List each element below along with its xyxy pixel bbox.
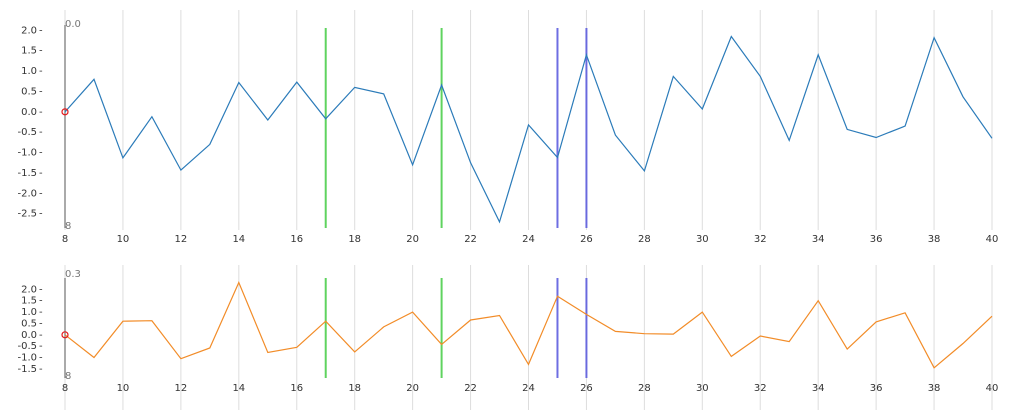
x-tick-label: 16: [290, 234, 303, 245]
y-tick-mark: -: [39, 66, 43, 77]
y-tick-mark: -: [39, 330, 43, 341]
x-tick-label: 22: [464, 234, 477, 245]
x-tick-label: 40: [986, 234, 999, 245]
x-tick-label: 26: [580, 234, 593, 245]
x-tick-label: 8: [62, 234, 68, 245]
x-tick-label: 28: [638, 383, 651, 394]
x-tick-label: 16: [290, 383, 303, 394]
x-tick-label: 36: [870, 383, 883, 394]
x-tick-label: 14: [232, 234, 245, 245]
x-tick-label: 28: [638, 234, 651, 245]
y-tick-label: -1.5: [17, 364, 37, 375]
y-tick-label: 1.0: [21, 66, 37, 77]
y-tick-mark: -: [39, 46, 43, 57]
x-tick-label: 20: [406, 234, 419, 245]
y-tick-mark: -: [39, 353, 43, 364]
bottom-corner-label: 8: [65, 221, 71, 232]
y-tick-mark: -: [39, 307, 43, 318]
y-tick-label: -1.0: [17, 148, 37, 159]
x-tick-label: 40: [986, 383, 999, 394]
top-corner-label: 0.3: [65, 269, 81, 280]
y-tick-label: -1.5: [17, 168, 37, 179]
series-line: [64, 280, 993, 369]
x-tick-label: 30: [696, 383, 709, 394]
y-tick-mark: -: [39, 341, 43, 352]
top-corner-label: 0.0: [65, 19, 81, 30]
x-tick-label: 38: [928, 234, 941, 245]
y-tick-mark: -: [39, 188, 43, 199]
y-tick-label: 0.0: [21, 330, 37, 341]
x-tick-label: 34: [812, 234, 825, 245]
y-tick-label: -2.0: [17, 188, 37, 199]
y-tick-mark: -: [39, 168, 43, 179]
x-tick-label: 10: [117, 383, 130, 394]
y-tick-mark: -: [39, 107, 43, 118]
y-tick-mark: -: [39, 296, 43, 307]
x-tick-label: 8: [62, 383, 68, 394]
y-tick-mark: -: [39, 364, 43, 375]
y-tick-label: 0.5: [21, 86, 37, 97]
y-tick-label: -1.0: [17, 353, 37, 364]
x-tick-label: 12: [175, 383, 188, 394]
y-tick-mark: -: [39, 209, 43, 220]
y-tick-mark: -: [39, 127, 43, 138]
y-tick-mark: -: [39, 86, 43, 97]
y-tick-label: -2.5: [17, 209, 37, 220]
x-tick-label: 24: [522, 383, 535, 394]
y-tick-label: -0.5: [17, 127, 37, 138]
x-tick-label: 18: [348, 383, 361, 394]
y-tick-label: -0.5: [17, 341, 37, 352]
x-tick-label: 18: [348, 234, 361, 245]
x-tick-label: 14: [232, 383, 245, 394]
x-tick-label: 30: [696, 234, 709, 245]
start-marker: [61, 331, 69, 339]
x-tick-label: 38: [928, 383, 941, 394]
x-tick-label: 26: [580, 383, 593, 394]
y-tick-label: 1.5: [21, 46, 37, 57]
x-tick-label: 36: [870, 234, 883, 245]
y-tick-label: 1.0: [21, 307, 37, 318]
x-tick-label: 24: [522, 234, 535, 245]
y-tick-label: 2.0: [21, 25, 37, 36]
x-tick-label: 10: [117, 234, 130, 245]
y-tick-mark: -: [39, 148, 43, 159]
y-tick-mark: -: [39, 318, 43, 329]
y-tick-label: 2.0: [21, 284, 37, 295]
y-tick-label: 0.0: [21, 107, 37, 118]
y-tick-label: 1.5: [21, 296, 37, 307]
y-tick-label: 0.5: [21, 318, 37, 329]
x-tick-label: 32: [754, 383, 767, 394]
bottom-corner-label: 8: [65, 371, 71, 382]
y-tick-mark: -: [39, 284, 43, 295]
x-tick-label: 32: [754, 234, 767, 245]
start-marker: [61, 108, 69, 116]
y-tick-mark: -: [39, 25, 43, 36]
series-line: [64, 35, 993, 224]
x-tick-label: 22: [464, 383, 477, 394]
x-tick-label: 34: [812, 383, 825, 394]
x-tick-label: 20: [406, 383, 419, 394]
x-tick-label: 12: [175, 234, 188, 245]
